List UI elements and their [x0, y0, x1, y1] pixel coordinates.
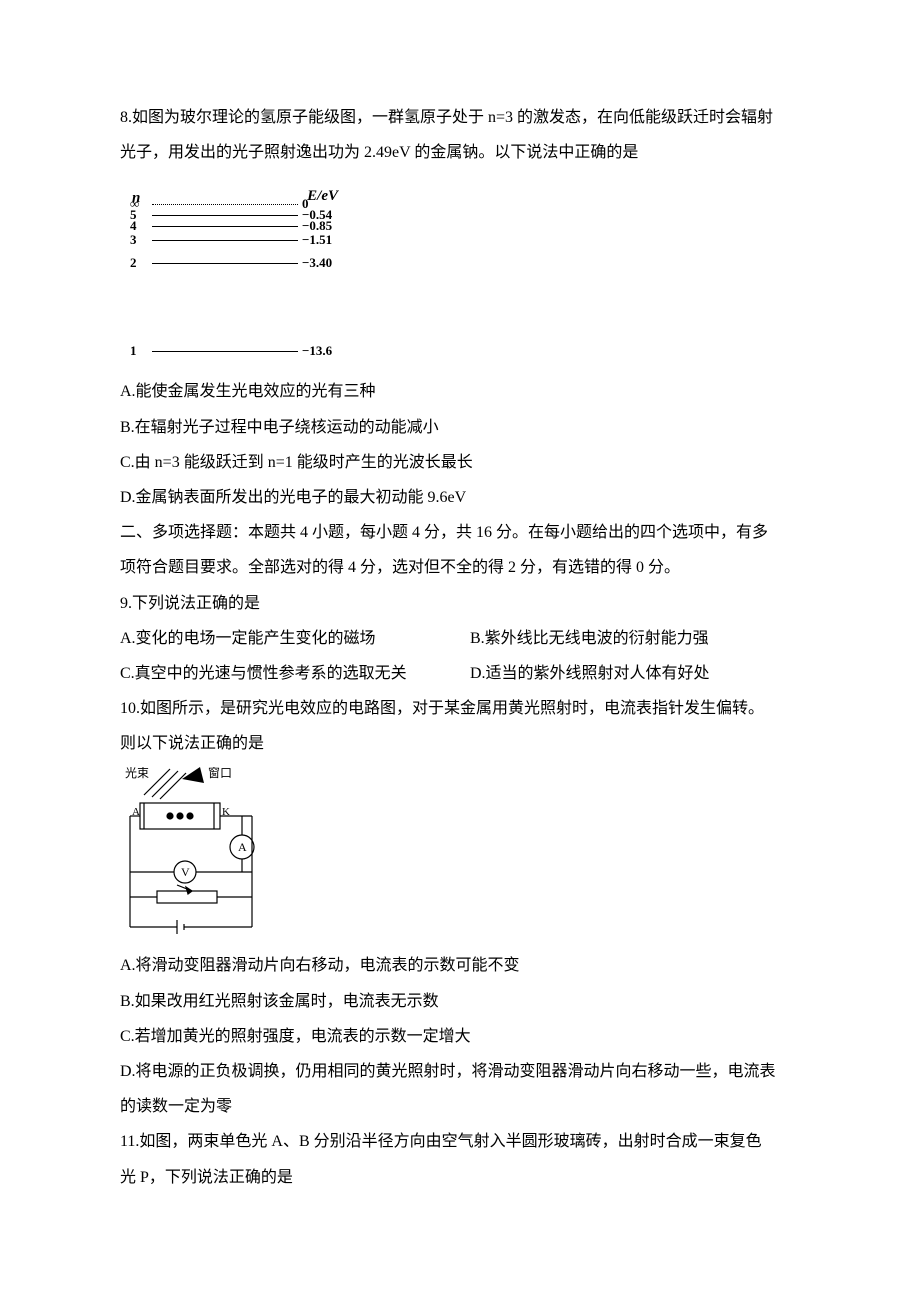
q9-option-b: B.紫外线比无线电波的衍射能力强	[470, 621, 709, 656]
circuit-voltmeter-label: V	[181, 865, 190, 879]
q9-option-c: C.真空中的光速与惯性参考系的选取无关	[120, 656, 420, 691]
q8-option-c: C.由 n=3 能级跃迁到 n=1 能级时产生的光波长最长	[120, 445, 800, 480]
q10-option-a: A.将滑动变阻器滑动片向右移动，电流表的示数可能不变	[120, 948, 800, 983]
section2-line2: 项符合题目要求。全部选对的得 4 分，选对但不全的得 2 分，有选错的得 0 分…	[120, 550, 800, 585]
q10-stem-line1: 10.如图所示，是研究光电效应的电路图，对于某金属用黄光照射时，电流表指针发生偏…	[120, 691, 800, 726]
circuit-electrode-k: K	[222, 806, 230, 818]
q11-stem-line1: 11.如图，两束单色光 A、B 分别沿半径方向由空气射入半圆形玻璃砖，出射时合成…	[120, 1124, 800, 1159]
energy-level-value: −3.40	[302, 249, 350, 278]
circuit-window-label: 窗口	[208, 767, 232, 780]
section2-line1: 二、多项选择题：本题共 4 小题，每小题 4 分，共 16 分。在每小题给出的四…	[120, 515, 800, 550]
q8-energy-diagram: n E/eV ∞05−0.544−0.853−1.512−3.401−13.6	[130, 182, 800, 362]
energy-level-n: 1	[130, 337, 148, 366]
energy-level-line	[152, 226, 298, 227]
energy-level-line	[152, 351, 298, 352]
circuit-light-label: 光束	[125, 767, 149, 780]
q9-row2: C.真空中的光速与惯性参考系的选取无关 D.适当的紫外线照射对人体有好处	[120, 656, 800, 691]
q9-stem: 9.下列说法正确的是	[120, 586, 800, 621]
q8-option-b: B.在辐射光子过程中电子绕核运动的动能减小	[120, 410, 800, 445]
q8-option-d: D.金属钠表面所发出的光电子的最大初动能 9.6eV	[120, 480, 800, 515]
energy-level-row: 1−13.6	[130, 344, 350, 358]
q9-row1: A.变化的电场一定能产生变化的磁场 B.紫外线比无线电波的衍射能力强	[120, 621, 800, 656]
energy-level-line	[152, 263, 298, 264]
energy-level-line	[152, 215, 298, 216]
circuit-ammeter-label: A	[238, 840, 247, 854]
q10-option-c: C.若增加黄光的照射强度，电流表的示数一定增大	[120, 1019, 800, 1054]
q10-circuit-diagram: 光束 窗口 A K A V	[122, 767, 272, 942]
q8-stem-line2: 光子，用发出的光子照射逸出功为 2.49eV 的金属钠。以下说法中正确的是	[120, 135, 800, 170]
energy-level-line	[152, 204, 298, 205]
q10-option-d-line2: 的读数一定为零	[120, 1089, 800, 1124]
q8-option-a: A.能使金属发生光电效应的光有三种	[120, 374, 800, 409]
circuit-electrode-a: A	[132, 806, 140, 818]
q11-stem-line2: 光 P，下列说法正确的是	[120, 1160, 800, 1195]
q10-stem-line2: 则以下说法正确的是	[120, 726, 800, 761]
energy-level-chart: n E/eV ∞05−0.544−0.853−1.512−3.401−13.6	[130, 182, 350, 362]
energy-level-value: −13.6	[302, 337, 350, 366]
energy-level-line	[152, 240, 298, 241]
q10-option-d-line1: D.将电源的正负极调换，仍用相同的黄光照射时，将滑动变阻器滑动片向右移动一些，电…	[120, 1054, 800, 1089]
energy-level-row: 3−1.51	[130, 233, 350, 247]
q9-option-d: D.适当的紫外线照射对人体有好处	[470, 656, 710, 691]
q9-option-a: A.变化的电场一定能产生变化的磁场	[120, 621, 420, 656]
q10-option-b: B.如果改用红光照射该金属时，电流表无示数	[120, 984, 800, 1019]
energy-level-n: 2	[130, 249, 148, 278]
circuit-svg: 光束 窗口 A K A V	[122, 767, 272, 942]
energy-level-row: 2−3.40	[130, 256, 350, 270]
q8-stem-line1: 8.如图为玻尔理论的氢原子能级图，一群氢原子处于 n=3 的激发态，在向低能级跃…	[120, 100, 800, 135]
